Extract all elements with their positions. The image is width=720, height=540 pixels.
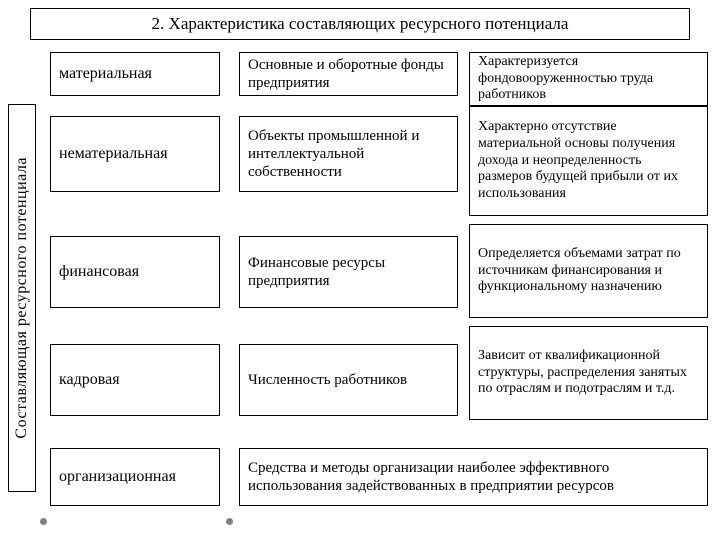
content-label: Основные и оборотные фонды предприятия	[248, 56, 449, 92]
page-title-text: 2. Характеристика составляющих ресурсног…	[152, 14, 569, 34]
category-organizational: организационная	[50, 448, 220, 506]
category-label: материальная	[59, 64, 152, 83]
category-label: кадровая	[59, 370, 120, 389]
vertical-axis-text: Составляющая ресурсного потенциала	[12, 157, 31, 439]
vertical-axis-label: Составляющая ресурсного потенциала	[8, 104, 36, 492]
content-label: Финансовые ресурсы предприятия	[248, 254, 449, 290]
content-label: Численность работников	[248, 371, 407, 389]
category-label: нематериальная	[59, 144, 168, 163]
content-label: Объекты промышленной и интеллектуальной …	[248, 127, 449, 181]
content-organizational: Средства и методы организации наиболее э…	[239, 448, 708, 506]
content-label: Средства и методы организации наиболее э…	[248, 459, 699, 495]
page-title: 2. Характеристика составляющих ресурсног…	[30, 8, 690, 40]
category-personnel: кадровая	[50, 344, 220, 416]
description-immaterial: Характерно отсутствие материальной основ…	[469, 106, 708, 216]
content-material: Основные и оборотные фонды предприятия	[239, 52, 458, 96]
category-label: финансовая	[59, 262, 139, 281]
description-label: Характеризуется фондовооруженностью труд…	[478, 54, 699, 104]
content-immaterial: Объекты промышленной и интеллектуальной …	[239, 116, 458, 192]
description-material: Характеризуется фондовооруженностью труд…	[469, 52, 708, 106]
description-label: Характерно отсутствие материальной основ…	[478, 119, 699, 203]
description-label: Определяется объемами затрат по источник…	[478, 246, 699, 296]
category-financial: финансовая	[50, 236, 220, 308]
content-personnel: Численность работников	[239, 344, 458, 416]
decorative-dot	[40, 518, 47, 525]
content-financial: Финансовые ресурсы предприятия	[239, 236, 458, 308]
category-label: организационная	[59, 467, 176, 486]
category-immaterial: нематериальная	[50, 116, 220, 192]
description-personnel: Зависит от квалификационной структуры, р…	[469, 326, 708, 420]
category-material: материальная	[50, 52, 220, 96]
decorative-dot	[226, 518, 233, 525]
description-label: Зависит от квалификационной структуры, р…	[478, 348, 699, 398]
description-financial: Определяется объемами затрат по источник…	[469, 224, 708, 318]
